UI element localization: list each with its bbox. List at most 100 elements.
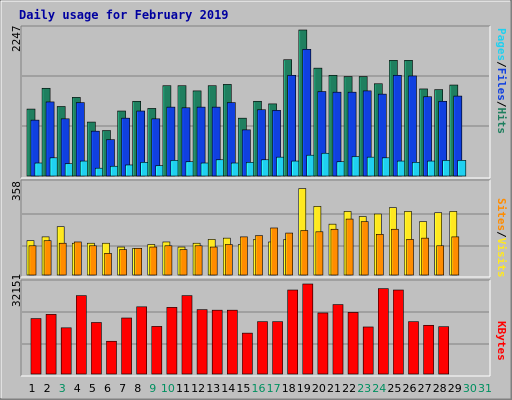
bar-visits-day-3 (58, 242, 67, 276)
bar-visits-day-13 (209, 246, 218, 276)
bar-kbytes-day-3 (60, 327, 72, 375)
bar-visits-day-14 (225, 244, 233, 276)
bar-kbytes-day-8 (136, 306, 147, 375)
hits-files-pages-legend: Pages/Files/Hits (495, 28, 508, 134)
bar-visits-day-11 (179, 249, 188, 276)
day-label: 29 (447, 382, 462, 395)
bar-kbytes-day-15 (242, 332, 253, 375)
legend-part: / (495, 231, 508, 238)
bar-visits-day-16 (255, 235, 263, 276)
day-label: 9 (149, 382, 157, 395)
bar-visits-day-25 (391, 228, 399, 276)
bar-pages-day-29 (457, 160, 467, 177)
day-label: 10 (160, 382, 175, 395)
bar-kbytes-day-7 (121, 317, 132, 375)
bar-visits-day-2 (43, 240, 52, 276)
chart-title: Daily usage for February 2019 (19, 8, 229, 22)
day-label: 27 (417, 382, 432, 395)
bar-kbytes-day-11 (181, 295, 193, 375)
day-label: 15 (236, 382, 251, 395)
legend-part: Pages (495, 28, 508, 62)
visits-ymax-label: 358 (10, 181, 23, 201)
bar-visits-day-28 (436, 245, 445, 276)
bar-kbytes-day-12 (196, 309, 208, 375)
bar-kbytes-day-22 (347, 312, 359, 375)
bar-kbytes-day-27 (423, 324, 434, 375)
bar-kbytes-day-23 (362, 326, 374, 375)
bar-kbytes-day-26 (408, 321, 419, 375)
bar-visits-day-5 (89, 245, 97, 276)
day-label: 21 (327, 382, 341, 395)
bar-visits-day-27 (421, 237, 429, 276)
bar-visits-day-12 (194, 245, 203, 276)
bar-kbytes-day-17 (272, 321, 283, 375)
day-label: 11 (176, 382, 190, 395)
bar-kbytes-day-18 (287, 289, 299, 375)
legend-part: Files (495, 67, 508, 101)
bar-visits-day-1 (28, 245, 37, 276)
day-label: 6 (104, 382, 111, 395)
kbytes-legend: KBytes (495, 321, 508, 361)
day-label: 7 (119, 382, 127, 395)
day-label: 30 (462, 382, 477, 395)
bar-kbytes-day-28 (438, 326, 450, 375)
bar-visits-day-20 (315, 231, 324, 276)
bar-visits-day-29 (451, 236, 460, 276)
bar-kbytes-day-4 (76, 295, 87, 375)
legend-part: Visits (495, 237, 508, 278)
day-label: 4 (73, 382, 81, 395)
bar-kbytes-day-10 (166, 307, 178, 375)
bar-visits-day-8 (134, 248, 142, 276)
bar-visits-day-26 (406, 239, 414, 276)
bar-visits-day-4 (74, 241, 82, 276)
legend-part: Hits (495, 107, 508, 135)
bar-visits-day-24 (375, 234, 384, 276)
day-label: 13 (206, 382, 221, 395)
bar-kbytes-day-16 (257, 321, 268, 375)
day-label: 1 (28, 382, 36, 395)
bar-visits-day-17 (270, 227, 278, 276)
bar-kbytes-day-19 (302, 283, 314, 375)
legend-part: Sites (495, 198, 508, 232)
bar-kbytes-day-1 (30, 318, 42, 375)
bar-visits-day-18 (285, 232, 294, 276)
day-label: 28 (432, 382, 447, 395)
day-label: 12 (191, 382, 206, 395)
day-label: 20 (311, 382, 326, 395)
sites-visits-legend: Sites/Visits (495, 198, 508, 278)
bar-kbytes-day-5 (91, 322, 102, 375)
bar-visits-day-19 (300, 230, 309, 276)
bar-kbytes-day-21 (332, 304, 344, 375)
day-label: 14 (221, 382, 236, 395)
day-label: 3 (58, 382, 66, 395)
kbytes-ymax-label: 32151 (10, 273, 23, 307)
day-label: 19 (296, 382, 311, 395)
hits-ymax-label: 2247 (10, 25, 23, 53)
bar-kbytes-day-20 (317, 312, 329, 375)
bar-kbytes-day-24 (377, 288, 389, 375)
bar-visits-day-6 (104, 253, 112, 276)
bar-visits-day-21 (330, 228, 339, 276)
bar-kbytes-day-13 (211, 309, 223, 375)
bar-kbytes-day-6 (106, 340, 117, 375)
day-label: 22 (342, 382, 357, 395)
legend-part: / (495, 61, 508, 68)
bar-visits-day-7 (119, 249, 127, 276)
day-label: 31 (478, 382, 492, 395)
legend-part: / (495, 100, 508, 108)
bar-visits-day-23 (360, 221, 369, 276)
day-label: 5 (88, 382, 96, 395)
day-label: 24 (372, 382, 387, 395)
bar-visits-day-10 (164, 245, 173, 276)
day-label: 16 (251, 382, 266, 395)
day-label: 23 (357, 382, 372, 395)
legend-part: KBytes (495, 321, 508, 361)
bar-kbytes-day-25 (393, 289, 404, 375)
day-label: 18 (281, 382, 296, 395)
day-label: 17 (266, 382, 281, 395)
day-label: 8 (134, 382, 142, 395)
bar-visits-day-9 (149, 246, 158, 276)
bar-visits-day-22 (345, 218, 354, 276)
bar-kbytes-day-9 (151, 326, 163, 375)
